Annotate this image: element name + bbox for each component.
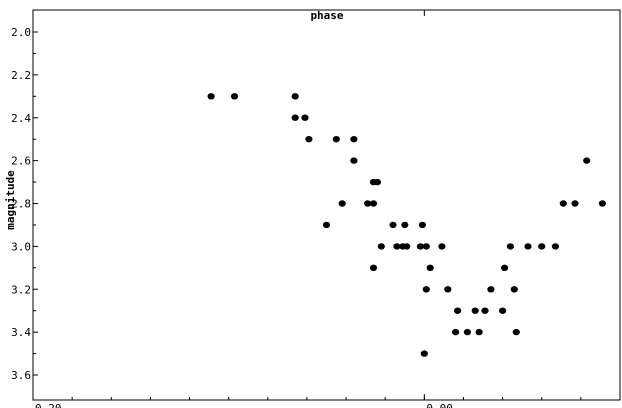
- y-tick-label: 2.6: [11, 155, 31, 168]
- data-points: [207, 93, 607, 357]
- data-point: [475, 328, 483, 336]
- data-point: [551, 243, 560, 250]
- y-tick-label: 3.6: [11, 369, 31, 382]
- x-tick-label: 0.20: [35, 402, 62, 408]
- y-tick-label: 3.2: [11, 283, 31, 296]
- data-point: [230, 93, 239, 100]
- data-point: [291, 93, 299, 100]
- data-point: [418, 221, 426, 229]
- data-point: [444, 286, 452, 293]
- data-point: [389, 221, 397, 229]
- y-tick-label: 2.8: [11, 198, 31, 211]
- data-point: [364, 200, 372, 207]
- data-point: [510, 286, 518, 293]
- data-point: [369, 264, 378, 271]
- data-point: [512, 328, 520, 336]
- data-point: [524, 243, 532, 250]
- data-point: [506, 243, 514, 250]
- data-point: [422, 286, 430, 293]
- data-point: [538, 243, 546, 250]
- y-tick-label: 2.4: [11, 112, 31, 125]
- data-point: [452, 328, 460, 336]
- plot-border: [32, 9, 621, 401]
- x-axis: 0.200.000.10: [32, 10, 621, 408]
- data-point: [501, 264, 509, 271]
- data-point: [291, 114, 299, 121]
- y-tick-label: 3.0: [11, 240, 31, 253]
- data-point: [403, 243, 411, 250]
- data-point: [598, 200, 607, 207]
- data-point: [322, 221, 331, 229]
- data-point: [350, 157, 358, 164]
- data-point: [301, 114, 309, 121]
- data-point: [416, 243, 424, 250]
- y-axis-label: magnitude: [4, 170, 17, 230]
- data-point: [463, 328, 471, 336]
- y-axis: 2.0 2.2 2.4 2.6 2.8 3.0 3.2 3.4 3.6: [11, 26, 38, 382]
- data-point: [373, 178, 381, 186]
- data-point: [393, 243, 401, 250]
- x-tick-label: 0.00: [426, 402, 453, 408]
- data-point: [471, 307, 479, 314]
- data-point: [438, 243, 446, 250]
- y-tick-label: 2.0: [11, 26, 31, 39]
- data-point: [571, 200, 579, 207]
- data-point: [350, 136, 358, 143]
- data-point: [454, 307, 462, 314]
- data-point: [332, 136, 340, 143]
- data-point: [207, 93, 215, 100]
- data-point: [401, 221, 409, 229]
- data-point: [420, 350, 428, 357]
- data-point: [369, 200, 378, 207]
- data-point: [305, 136, 313, 143]
- plot-frame: [32, 9, 621, 401]
- data-point: [377, 243, 385, 250]
- data-point: [481, 307, 489, 314]
- y-tick-label: 2.2: [11, 69, 31, 82]
- data-point: [499, 307, 507, 314]
- data-point: [559, 200, 567, 207]
- data-point: [426, 264, 434, 271]
- data-point: [338, 200, 346, 207]
- data-point: [422, 243, 430, 250]
- y-tick-label: 3.4: [11, 326, 31, 339]
- data-point: [487, 286, 495, 293]
- chart-title: phase: [310, 9, 343, 22]
- data-point: [583, 157, 591, 164]
